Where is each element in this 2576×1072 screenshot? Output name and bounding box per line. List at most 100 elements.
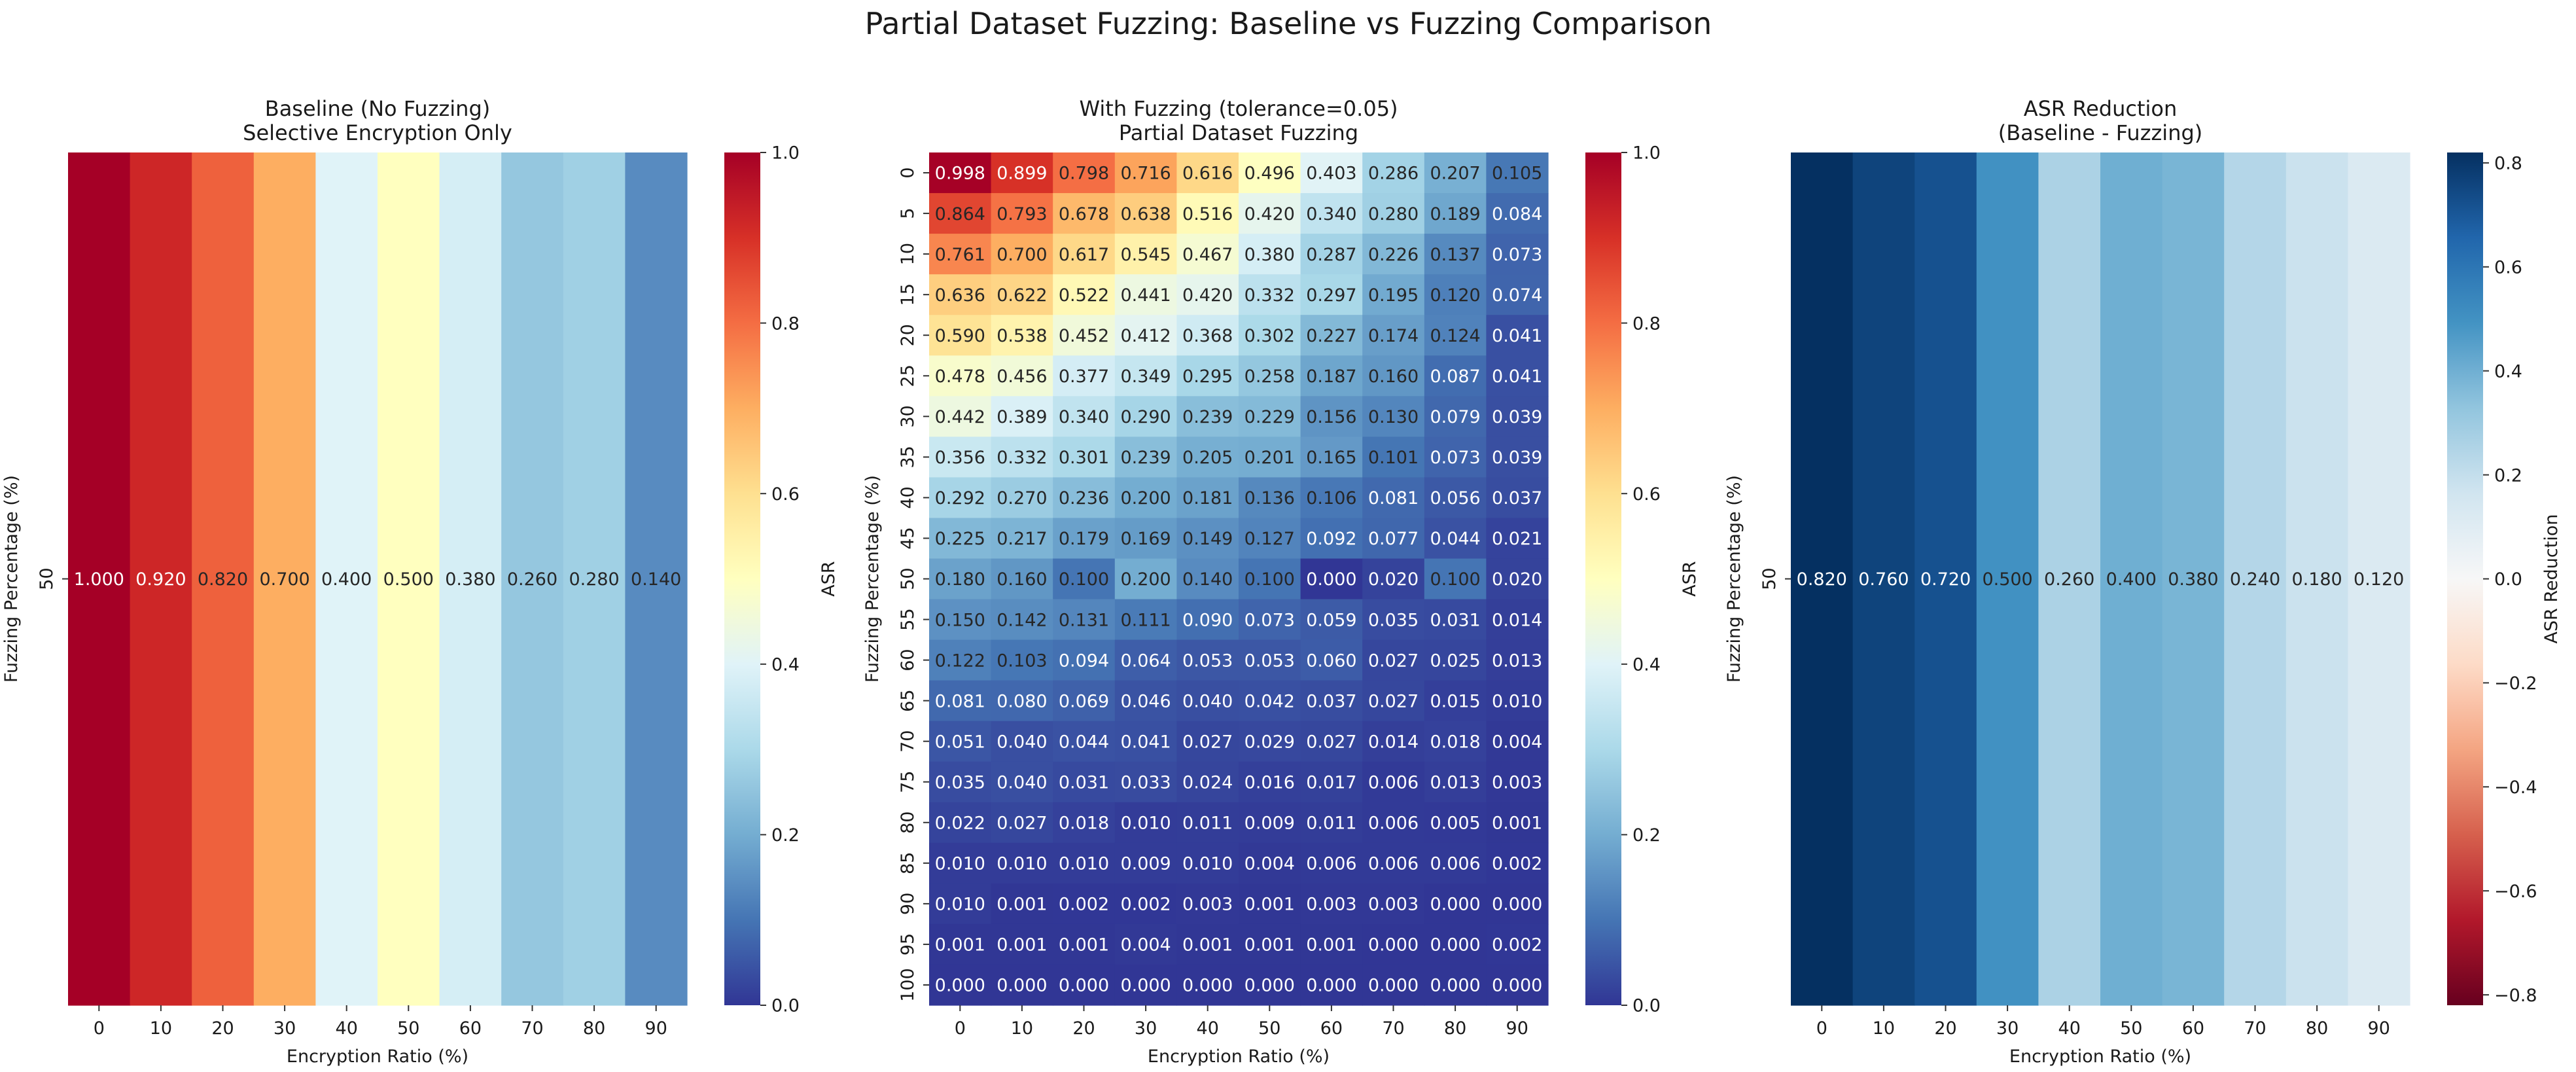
fuzzing-heatmap-cell	[1176, 883, 1239, 925]
baseline-heatmap-cell	[192, 152, 255, 1006]
fuzzing-cell-value-label: 0.000	[997, 976, 1047, 996]
fuzzing-heatmap-cell	[1176, 964, 1239, 1006]
fuzzing-cell-value-label: 0.027	[1182, 732, 1233, 752]
fuzzing-heatmap-cell	[1053, 639, 1116, 681]
fuzzing-cell-value-label: 0.020	[1368, 569, 1419, 590]
fuzzing-cell-value-label: 0.001	[1306, 935, 1356, 956]
fuzzing-cell-value-label: 0.004	[1244, 854, 1295, 874]
fuzzing-heatmap-cell	[1424, 721, 1487, 762]
fuzzing-x-tick-label: 10	[1011, 1018, 1033, 1039]
fuzzing-heatmap-cell	[991, 761, 1053, 803]
fuzzing-cell-value-label: 0.010	[935, 895, 985, 915]
fuzzing-heatmap-cell	[1424, 639, 1487, 681]
reduction-x-tick-label: 80	[2306, 1018, 2328, 1039]
fuzzing-y-tick-label: 40	[898, 486, 918, 509]
fuzzing-heatmap-cell	[1362, 964, 1425, 1006]
fuzzing-cell-value-label: 0.074	[1492, 285, 1542, 306]
fuzzing-heatmap-cell	[1486, 558, 1549, 600]
fuzzing-cell-value-label: 0.081	[1368, 488, 1419, 509]
fuzzing-cell-value-label: 0.229	[1244, 407, 1295, 427]
fuzzing-heatmap-cell	[929, 315, 992, 356]
fuzzing-cell-value-label: 0.286	[1368, 164, 1419, 184]
fuzzing-heatmap-cell	[1300, 842, 1363, 884]
fuzzing-cell-value-label: 0.169	[1120, 529, 1171, 549]
fuzzing-heatmap-cell	[1053, 234, 1116, 275]
fuzzing-cell-value-label: 0.545	[1120, 245, 1171, 265]
fuzzing-heatmap-cell	[991, 274, 1053, 315]
fuzzing-cell-value-label: 0.332	[997, 448, 1047, 468]
fuzzing-cell-value-label: 0.239	[1182, 407, 1233, 427]
baseline-x-tick-label: 10	[150, 1018, 172, 1039]
fuzzing-heatmap-cell	[1300, 558, 1363, 600]
fuzzing-heatmap-cell	[1486, 274, 1549, 315]
fuzzing-heatmap-cell	[1300, 355, 1363, 397]
fuzzing-cell-value-label: 0.452	[1059, 326, 1109, 346]
reduction-heatmap-cell	[1976, 152, 2039, 1006]
fuzzing-heatmap-cell	[1239, 964, 1301, 1006]
fuzzing-cell-value-label: 0.000	[1059, 976, 1109, 996]
fuzzing-cell-value-label: 0.018	[1430, 732, 1480, 752]
fuzzing-heatmap-cell	[1424, 437, 1487, 478]
reduction-colorbar-tick-label: −0.8	[2494, 986, 2537, 1006]
fuzzing-heatmap-cell	[1053, 883, 1116, 925]
fuzzing-colorbar-tick-label: 1.0	[1632, 143, 1661, 164]
fuzzing-heatmap-cell	[1362, 721, 1425, 762]
baseline-cell-value-label: 0.920	[135, 569, 186, 590]
fuzzing-heatmap-cell	[1486, 477, 1549, 519]
fuzzing-cell-value-label: 0.187	[1306, 366, 1356, 387]
reduction-colorbar-tick-label: 0.2	[2494, 465, 2522, 486]
fuzzing-cell-value-label: 0.037	[1492, 488, 1542, 509]
fuzzing-cell-value-label: 0.239	[1120, 448, 1171, 468]
fuzzing-cell-value-label: 0.225	[935, 529, 985, 549]
fuzzing-heatmap-cell	[1053, 923, 1116, 965]
fuzzing-y-tick-label: 0	[898, 167, 918, 178]
baseline-heatmap-cell	[501, 152, 564, 1006]
fuzzing-heatmap-cell	[1300, 152, 1363, 194]
fuzzing-heatmap-cell	[1053, 477, 1116, 519]
fuzzing-y-tick-label: 90	[898, 893, 918, 915]
fuzzing-heatmap-cell	[1424, 761, 1487, 803]
fuzzing-heatmap-cell	[991, 193, 1053, 234]
fuzzing-cell-value-label: 0.377	[1059, 366, 1109, 387]
fuzzing-heatmap-cell	[1424, 842, 1487, 884]
baseline-cell-value-label: 0.400	[321, 569, 372, 590]
fuzzing-cell-value-label: 0.122	[935, 651, 985, 671]
fuzzing-heatmap-cell	[991, 883, 1053, 925]
fuzzing-heatmap-cell	[1053, 761, 1116, 803]
asr-reduction-heatmap-panel: ASR Reduction (Baseline - Fuzzing)0.820 0.…	[1724, 96, 2562, 1067]
reduction-x-tick-label: 60	[2182, 1018, 2204, 1039]
fuzzing-heatmap-cell	[1176, 234, 1239, 275]
reduction-cell-value-label: 0.400	[2106, 569, 2157, 590]
fuzzing-cell-value-label: 0.079	[1430, 407, 1480, 427]
baseline-heatmap-cell	[378, 152, 440, 1006]
fuzzing-heatmap-cell	[1114, 599, 1177, 641]
fuzzing-cell-value-label: 0.368	[1182, 326, 1233, 346]
fuzzing-cell-value-label: 0.010	[1059, 854, 1109, 874]
fuzzing-cell-value-label: 0.000	[1492, 976, 1542, 996]
fuzzing-heatmap-cell	[1176, 761, 1239, 803]
fuzzing-cell-value-label: 0.295	[1182, 366, 1233, 387]
fuzzing-cell-value-label: 0.011	[1306, 813, 1356, 834]
fuzzing-heatmap-cell	[1114, 883, 1177, 925]
fuzzing-cell-value-label: 0.073	[1492, 245, 1542, 265]
fuzzing-heatmap-cell	[929, 599, 992, 641]
fuzzing-cell-value-label: 0.340	[1306, 204, 1356, 224]
baseline-title-line: Selective Encryption Only	[243, 120, 512, 145]
fuzzing-cell-value-label: 0.081	[935, 691, 985, 711]
fuzzing-heatmap-cell	[1300, 193, 1363, 234]
fuzzing-cell-value-label: 0.798	[1059, 164, 1109, 184]
fuzzing-cell-value-label: 0.003	[1182, 895, 1233, 915]
fuzzing-heatmap-panel: With Fuzzing (tolerance=0.05) Partial Dat…	[862, 96, 1700, 1067]
fuzzing-x-tick-label: 30	[1135, 1018, 1157, 1039]
reduction-cell-value-label: 0.180	[2291, 569, 2342, 590]
fuzzing-cell-value-label: 0.027	[997, 813, 1047, 834]
fuzzing-x-tick-label: 0	[955, 1018, 966, 1039]
baseline-heatmap-cell	[439, 152, 502, 1006]
baseline-heatmap-cell	[253, 152, 316, 1006]
fuzzing-y-axis-label: Fuzzing Percentage (%)	[862, 475, 883, 683]
fuzzing-heatmap-cell	[1486, 599, 1549, 641]
fuzzing-heatmap-cell	[1053, 842, 1116, 884]
fuzzing-cell-value-label: 0.021	[1492, 529, 1542, 549]
fuzzing-y-tick-label: 95	[898, 933, 918, 956]
fuzzing-heatmap-cell	[929, 639, 992, 681]
